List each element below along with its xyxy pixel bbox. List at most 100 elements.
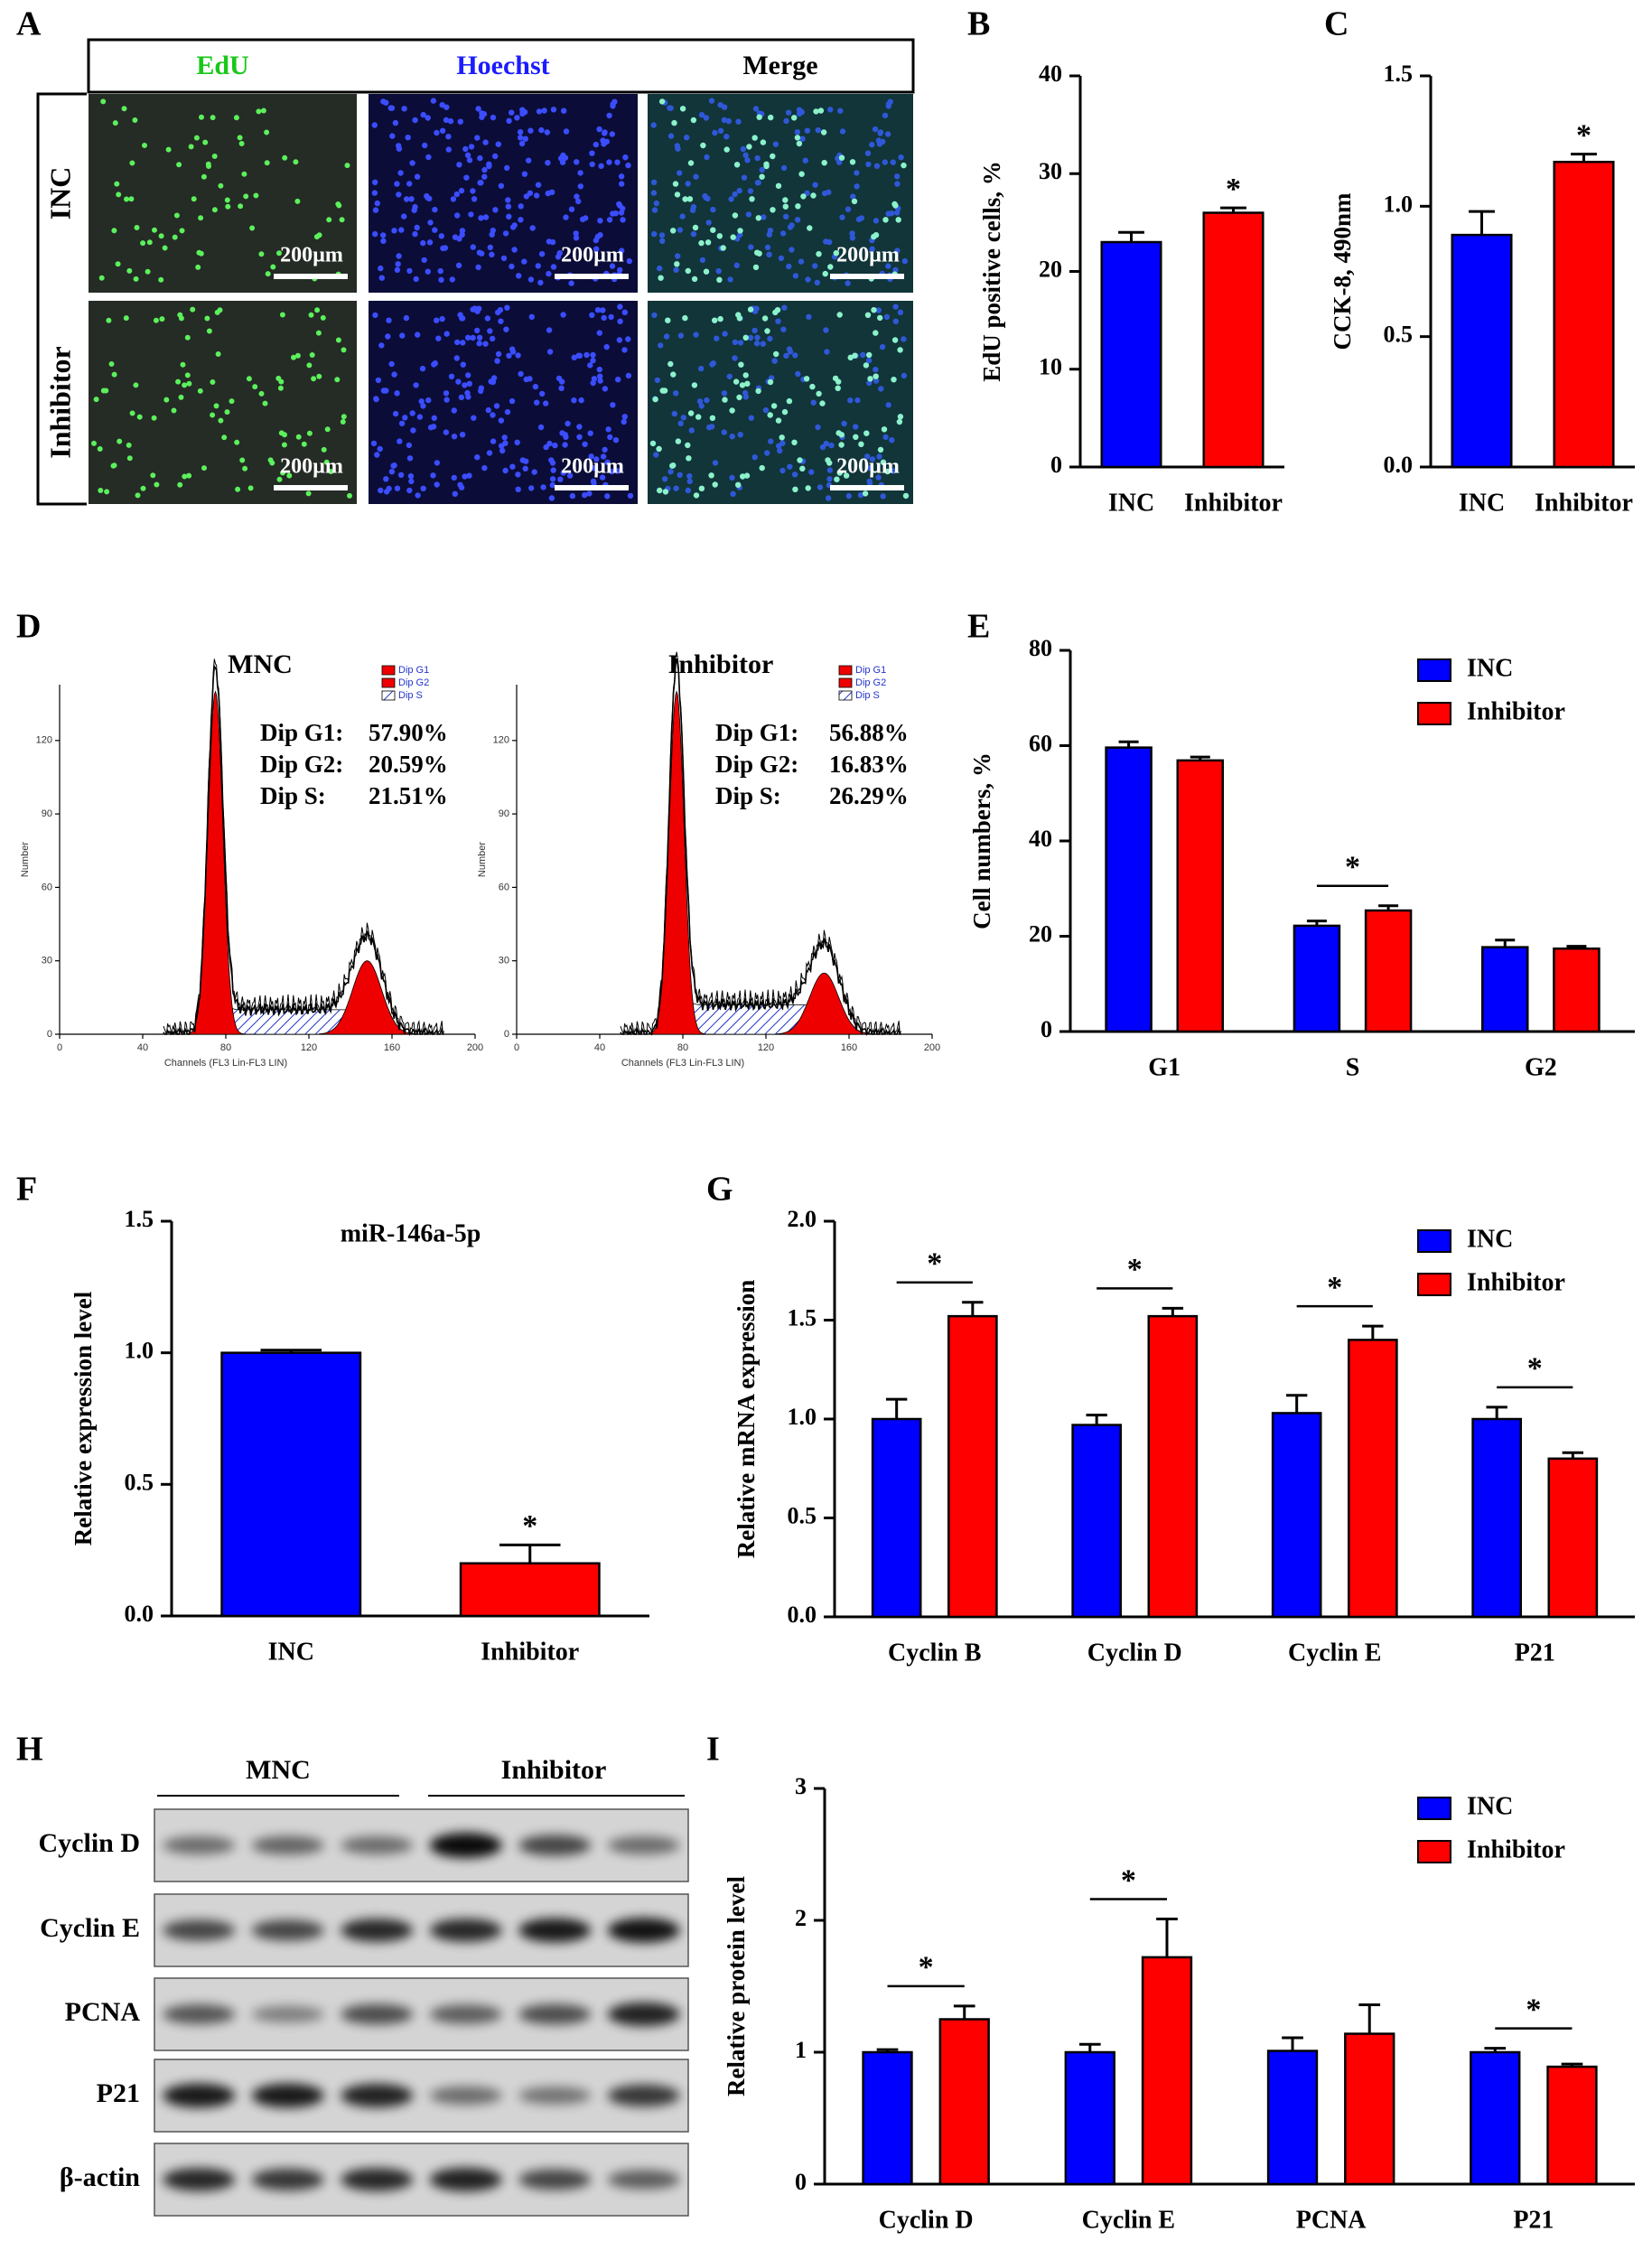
d-stat-label: Dip G1: xyxy=(260,719,343,746)
x-tick-label: INC xyxy=(268,1638,314,1666)
error-bar xyxy=(876,2048,899,2052)
y-tick-label: 1.0 xyxy=(788,1404,817,1430)
significance-mark: * xyxy=(1226,173,1241,206)
bar xyxy=(1071,1424,1122,1619)
blot-band xyxy=(429,1919,502,1942)
legend-swatch xyxy=(1417,702,1451,725)
legend-label: Inhibitor xyxy=(1467,1835,1565,1863)
panel-label: E xyxy=(967,608,990,646)
blot-row-label: P21 xyxy=(97,2078,140,2108)
bar xyxy=(1141,1956,1193,2186)
d-plot-title: Inhibitor xyxy=(668,649,774,679)
d-legend-swatch xyxy=(381,690,396,701)
y-tick-label: 20 xyxy=(1039,256,1062,282)
blot-band xyxy=(518,1918,592,1943)
d-legend-swatch xyxy=(838,677,853,688)
g2-peak xyxy=(776,972,874,1035)
blot-row-label: PCNA xyxy=(65,1997,141,2027)
y-tick-label: 0 xyxy=(795,2169,807,2195)
row-label: Inhibitor xyxy=(43,346,76,458)
y-tick-label: 1.0 xyxy=(125,1338,154,1364)
micrograph xyxy=(89,301,357,504)
legend-label: INC xyxy=(1467,1792,1513,1820)
d-x-label: Channels (FL3 Lin-FL3 LIN) xyxy=(164,1058,287,1069)
blot-band xyxy=(341,1919,414,1942)
y-tick-label: 1.5 xyxy=(1384,61,1414,87)
legend-label: INC xyxy=(1467,654,1513,682)
y-tick-label: 2 xyxy=(795,1905,807,1931)
blot-band xyxy=(251,1919,324,1941)
x-tick-label: G1 xyxy=(1148,1053,1181,1081)
d-stat-value: 57.90% xyxy=(369,719,448,746)
column-label: Hoechst xyxy=(456,51,549,80)
hoechst-nuclei xyxy=(370,303,634,501)
row-label: INC xyxy=(43,167,76,220)
d-y-tick-label: 60 xyxy=(42,882,52,892)
d-legend-swatch xyxy=(838,690,853,701)
bar xyxy=(1546,2065,1598,2186)
y-axis-label: Cell numbers, % xyxy=(968,752,995,929)
y-tick-label: 40 xyxy=(1039,61,1062,87)
chart-title: miR-146a-5p xyxy=(341,1219,481,1247)
bar xyxy=(1553,947,1601,1033)
d-x-tick-label: 160 xyxy=(384,1042,400,1053)
d-y-tick-label: 0 xyxy=(47,1029,52,1040)
error-bar xyxy=(1282,2036,1303,2051)
blot-strip xyxy=(154,2059,689,2133)
d-legend-label: Dip S xyxy=(855,690,880,701)
significance-mark: * xyxy=(1127,1253,1143,1286)
legend-swatch xyxy=(1417,658,1451,682)
blot-band xyxy=(429,2086,502,2106)
g2-peak xyxy=(319,960,417,1035)
significance-mark: * xyxy=(1327,1271,1342,1304)
error-bar xyxy=(1566,945,1587,949)
d-y-tick-label: 30 xyxy=(499,956,509,966)
error-bar xyxy=(1378,904,1399,911)
bar xyxy=(220,1351,362,1618)
significance-mark: * xyxy=(927,1247,942,1281)
bar xyxy=(1202,211,1265,469)
blot-strip xyxy=(154,1893,689,1967)
x-tick-label: INC xyxy=(1459,489,1505,517)
panel-label: C xyxy=(1324,5,1349,43)
blot-band xyxy=(163,2083,236,2108)
y-tick-label: 30 xyxy=(1039,158,1062,184)
bar xyxy=(1293,924,1341,1033)
x-tick-label: Cyclin D xyxy=(1087,1639,1182,1667)
x-tick-label: Inhibitor xyxy=(1184,489,1283,517)
panel-label: D xyxy=(16,608,41,646)
d-stat-value: 26.29% xyxy=(829,782,909,809)
d-y-label: Number xyxy=(477,842,488,877)
y-tick-label: 0.5 xyxy=(125,1469,154,1495)
blot-group-label: MNC xyxy=(246,1755,311,1785)
y-tick-label: 40 xyxy=(1029,826,1052,852)
d-legend-swatch xyxy=(838,665,853,676)
significance-mark: * xyxy=(1345,851,1360,884)
blot-band xyxy=(163,2004,236,2024)
x-tick-label: S xyxy=(1346,1053,1360,1081)
bar xyxy=(1344,2032,1395,2186)
d-y-tick-label: 120 xyxy=(493,735,509,746)
blot-strip xyxy=(154,1808,689,1882)
y-tick-label: 20 xyxy=(1029,920,1052,947)
blot-band xyxy=(163,1919,236,1941)
error-bar xyxy=(962,1301,984,1317)
d-x-tick-label: 200 xyxy=(924,1042,940,1053)
error-bar xyxy=(1484,2047,1507,2052)
scale-bar-label: 200µm xyxy=(836,455,900,479)
error-bar xyxy=(1118,740,1139,748)
blot-band xyxy=(518,2087,592,2105)
error-bar xyxy=(1571,153,1597,163)
column-label: Merge xyxy=(742,51,817,80)
blot-band xyxy=(518,2003,592,2025)
d-y-tick-label: 30 xyxy=(42,956,52,966)
bar xyxy=(862,2050,913,2186)
row-frame xyxy=(36,92,87,506)
panel-label: B xyxy=(967,5,990,43)
bar xyxy=(1266,2050,1319,2186)
x-tick-label: P21 xyxy=(1515,1639,1555,1667)
legend-label: INC xyxy=(1467,1225,1513,1253)
blot-band xyxy=(607,2002,680,2027)
error-bar xyxy=(1220,206,1246,213)
